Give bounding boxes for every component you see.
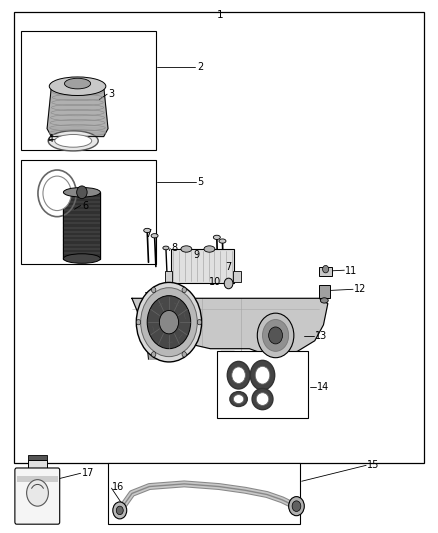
Text: 8: 8 (171, 243, 177, 253)
Bar (217, 351, 308, 418)
Text: 17: 17 (82, 469, 94, 478)
Bar (28, 455, 47, 460)
Circle shape (224, 278, 233, 289)
Bar (28, 460, 47, 472)
Ellipse shape (163, 246, 169, 250)
Ellipse shape (64, 188, 100, 197)
Ellipse shape (43, 176, 71, 211)
Text: 12: 12 (354, 284, 366, 294)
Text: 2: 2 (197, 62, 204, 71)
Ellipse shape (144, 228, 151, 232)
Bar (14, 12, 424, 463)
Ellipse shape (219, 239, 226, 243)
Text: 15: 15 (367, 461, 379, 470)
Polygon shape (147, 346, 160, 359)
Polygon shape (256, 357, 269, 370)
Text: 10: 10 (209, 277, 222, 287)
Ellipse shape (233, 394, 244, 403)
Text: 3: 3 (108, 89, 114, 99)
Bar (17, 476, 58, 482)
Text: 4: 4 (47, 134, 53, 144)
Ellipse shape (251, 360, 275, 390)
Circle shape (159, 290, 166, 300)
Ellipse shape (232, 367, 245, 383)
Bar (108, 463, 300, 523)
Circle shape (136, 282, 201, 362)
Ellipse shape (204, 246, 215, 252)
Text: 14: 14 (317, 382, 329, 392)
Bar (233, 271, 241, 282)
Ellipse shape (321, 298, 328, 303)
Circle shape (147, 296, 191, 349)
Circle shape (292, 501, 301, 512)
Text: 7: 7 (226, 262, 232, 271)
Circle shape (113, 502, 127, 519)
Bar (319, 266, 332, 276)
Ellipse shape (252, 389, 273, 410)
Ellipse shape (48, 131, 98, 151)
Ellipse shape (213, 235, 220, 239)
Circle shape (152, 287, 156, 293)
Ellipse shape (64, 78, 91, 89)
Ellipse shape (255, 366, 270, 384)
Text: 7: 7 (145, 229, 152, 239)
Text: 11: 11 (345, 266, 357, 276)
Ellipse shape (55, 134, 92, 147)
FancyBboxPatch shape (15, 468, 60, 524)
Polygon shape (64, 192, 100, 259)
Text: 16: 16 (113, 481, 125, 491)
Circle shape (77, 186, 87, 199)
Ellipse shape (227, 361, 250, 389)
Circle shape (159, 311, 179, 334)
Bar (319, 285, 330, 298)
Polygon shape (47, 86, 108, 136)
Ellipse shape (256, 393, 269, 406)
Circle shape (322, 265, 328, 273)
Circle shape (136, 319, 141, 325)
Circle shape (27, 480, 48, 506)
Text: 5: 5 (197, 176, 204, 187)
Bar (165, 271, 173, 282)
Circle shape (182, 352, 186, 357)
Bar (21, 30, 156, 150)
Text: 6: 6 (82, 200, 88, 211)
Text: 1: 1 (217, 11, 224, 20)
Polygon shape (132, 298, 328, 357)
Ellipse shape (151, 233, 158, 238)
Circle shape (152, 352, 156, 357)
Text: 13: 13 (315, 332, 327, 342)
Circle shape (116, 506, 123, 515)
Circle shape (257, 313, 294, 358)
Bar (21, 160, 156, 264)
Circle shape (268, 327, 283, 344)
Circle shape (182, 287, 186, 293)
Circle shape (262, 319, 289, 351)
Text: 10: 10 (144, 292, 156, 302)
Polygon shape (221, 351, 234, 365)
Ellipse shape (181, 246, 192, 252)
Bar (171, 249, 234, 284)
Circle shape (289, 497, 304, 516)
Ellipse shape (64, 254, 100, 263)
Text: 9: 9 (193, 250, 199, 260)
Ellipse shape (230, 392, 247, 407)
Ellipse shape (49, 77, 106, 95)
Circle shape (141, 288, 197, 357)
Circle shape (197, 319, 201, 325)
